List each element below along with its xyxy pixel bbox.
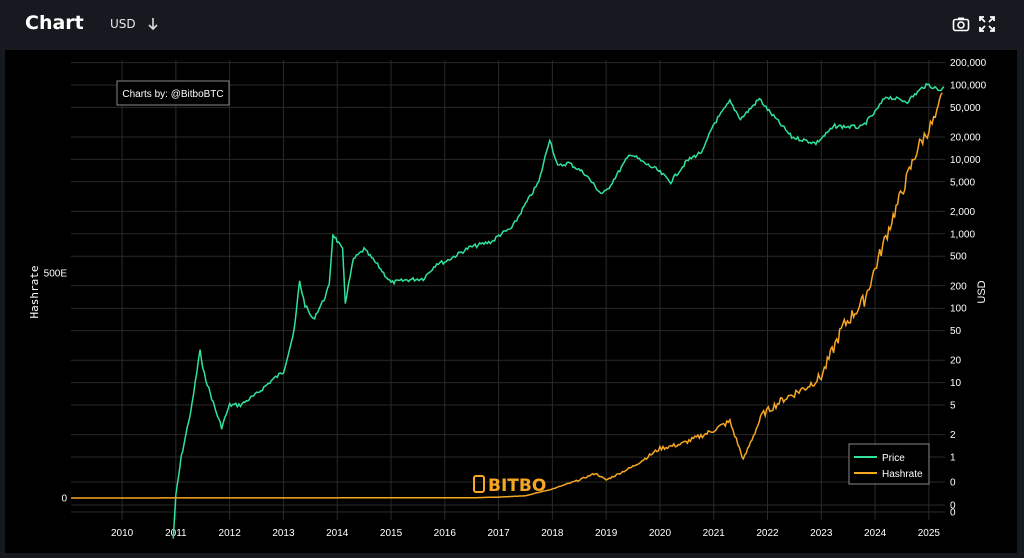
fullscreen-icon[interactable]	[978, 15, 996, 33]
y-right-tick-label: 0	[950, 508, 956, 519]
y-right-tick-label: 10	[950, 378, 962, 389]
x-tick-label: 2025	[918, 528, 941, 539]
legend[interactable]: Price Hashrate	[848, 443, 930, 485]
x-tick-label: 2016	[434, 528, 457, 539]
page-title: Chart	[25, 12, 84, 34]
bitbo-watermark: BITBO	[473, 475, 546, 496]
x-tick-label: 2019	[595, 528, 618, 539]
y-right-tick-label: 50	[950, 326, 962, 337]
x-tick-label: 2024	[864, 528, 887, 539]
bitbo-logo-icon	[473, 475, 485, 493]
x-tick-label: 2018	[541, 528, 564, 539]
left-axis-label: Hashrate	[28, 266, 41, 319]
y-right-tick-label: 200,000	[950, 58, 987, 69]
y-right-tick-label: 2,000	[950, 207, 975, 218]
series-line-price[interactable]	[172, 82, 945, 539]
currency-selector[interactable]: USD	[110, 17, 136, 31]
y-right-tick-label: 1	[950, 453, 956, 464]
y-right-tick-label: 100,000	[950, 81, 987, 92]
y-left-tick-label: 0	[61, 494, 67, 505]
price-hashrate-chart[interactable]: 2010 2011 2012 2013 2014 2015 2016 2017 2018 2019…	[5, 50, 1017, 553]
y-right-tick-label: 20,000	[950, 133, 981, 144]
y-right-tick-label: 0	[950, 501, 956, 512]
y-left-tick-label: 500E	[44, 269, 68, 280]
y-right-tick-label: 50,000	[950, 103, 981, 114]
x-tick-label: 2023	[810, 528, 833, 539]
x-tick-label: 2017	[487, 528, 510, 539]
credit-text: Charts by: @BitboBTC	[122, 89, 223, 100]
legend-label-hashrate: Hashrate	[882, 469, 923, 480]
top-bar: Chart USD	[0, 0, 1024, 50]
y-right-tick-label: 10,000	[950, 155, 981, 166]
y-right-tick-label: 20	[950, 356, 962, 367]
y-right-tick-label: 200	[950, 281, 967, 292]
legend-label-price: Price	[882, 453, 905, 464]
y-right-tick-label: 100	[950, 304, 967, 315]
x-tick-label: 2011	[165, 528, 187, 539]
x-tick-label: 2014	[326, 528, 349, 539]
x-tick-label: 2013	[272, 528, 295, 539]
y-right-tick-label: 0	[950, 478, 956, 489]
x-tick-label: 2010	[111, 528, 134, 539]
x-tick-label: 2012	[219, 528, 242, 539]
y-right-tick-label: 2	[950, 430, 956, 441]
y-right-tick-label: 500	[950, 252, 967, 263]
chart-panel: 2010 2011 2012 2013 2014 2015 2016 2017 2018 2019…	[5, 50, 1017, 553]
y-right-tick-label: 5	[950, 400, 956, 411]
y-right-tick-label: 5,000	[950, 177, 975, 188]
camera-icon[interactable]	[952, 15, 970, 33]
x-tick-label: 2020	[649, 528, 672, 539]
credit-box: Charts by: @BitboBTC	[116, 80, 230, 106]
y-right-tick-label: 1,000	[950, 229, 975, 240]
x-tick-label: 2022	[756, 528, 779, 539]
x-tick-label: 2015	[380, 528, 403, 539]
series-line-hashrate[interactable]	[71, 92, 943, 499]
arrow-down-icon[interactable]	[146, 16, 160, 32]
right-axis-label: USD	[976, 280, 988, 303]
x-tick-label: 2021	[703, 528, 726, 539]
watermark-text: BITBO	[488, 476, 546, 496]
